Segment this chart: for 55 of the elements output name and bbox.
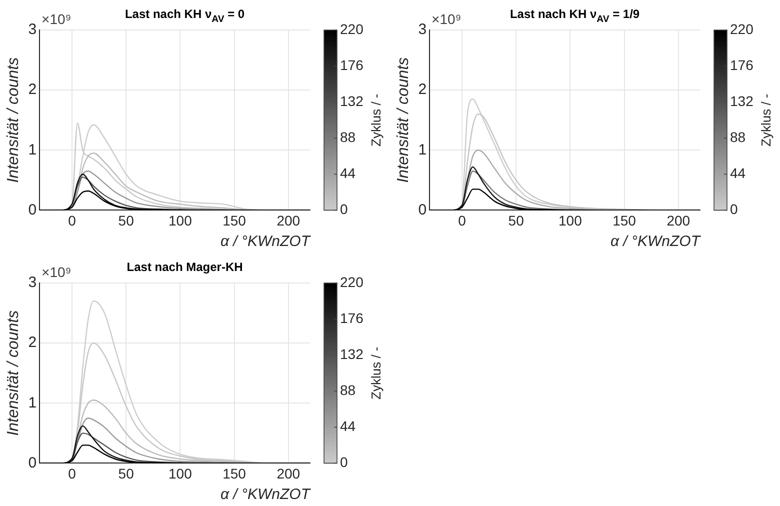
color-bar-label: 88	[340, 382, 356, 398]
color-bar-label: 220	[730, 20, 754, 37]
x-tick-label: 0	[68, 465, 76, 482]
text: ×10⁹	[42, 10, 72, 27]
color-bar-label: 132	[340, 92, 364, 109]
x-tick-label: 100	[558, 212, 582, 228]
y-tick-label: 2	[28, 334, 37, 352]
color-bar-label: 220	[340, 274, 364, 290]
x-tick-label: 200	[276, 465, 300, 482]
x-tick-label: 200	[666, 212, 690, 228]
chart-title: Last nach Mager-KH	[126, 260, 243, 274]
x-tick-label: 50	[118, 212, 134, 228]
x-tick-label: 0	[458, 212, 466, 228]
color-bar-label: 44	[730, 165, 746, 182]
color-bar-label: 0	[340, 201, 348, 218]
y-axis-title: Intensität / counts	[395, 57, 412, 183]
y-tick-label: 2	[418, 81, 427, 98]
x-tick-label: 150	[222, 212, 246, 228]
color-bar-label: 220	[340, 20, 364, 37]
x-tick-label: 100	[168, 212, 192, 228]
text: ×10⁹	[42, 264, 72, 280]
color-bar-label: 132	[340, 346, 364, 362]
x-tick-label: 200	[276, 212, 300, 228]
color-bar-label: 0	[730, 201, 738, 218]
y-axis-title: Intensität / counts	[5, 57, 22, 183]
text: ×10⁹	[432, 10, 462, 27]
color-bar-label: 176	[340, 56, 364, 73]
color-bar-label: 0	[340, 454, 348, 470]
x-tick-label: 150	[222, 465, 246, 482]
x-axis-title: α / °KWnZOT	[220, 486, 312, 504]
color-bar-label: 88	[340, 128, 356, 145]
x-tick-label: 0	[68, 212, 76, 228]
color-bar-label: 132	[730, 92, 754, 109]
color-bar-title: Zyklus / -	[368, 346, 384, 400]
color-bar-label: 44	[340, 418, 356, 434]
x-axis-title: α / °KWnZOT	[220, 233, 312, 250]
x-tick-label: 50	[508, 212, 524, 228]
x-tick-label: 150	[612, 212, 636, 228]
color-bar-label: 88	[730, 128, 746, 145]
y-tick-label: 1	[28, 141, 37, 158]
color-bar-title: Zyklus / -	[758, 94, 774, 146]
x-tick-label: 50	[118, 465, 134, 482]
y-tick-label: 1	[28, 394, 37, 412]
x-tick-label: 100	[168, 465, 192, 482]
y-tick-label: 3	[418, 21, 427, 38]
x-axis-title: α / °KWnZOT	[610, 233, 702, 250]
y-tick-label: 3	[28, 274, 37, 292]
y-tick-label: 3	[28, 21, 37, 38]
color-bar-label: 44	[340, 165, 356, 182]
y-axis-title: Intensität / counts	[5, 310, 22, 436]
color-bar-label: 176	[340, 310, 364, 326]
color-bar-title: Zyklus / -	[368, 94, 384, 146]
y-tick-label: 1	[418, 141, 427, 158]
color-bar-label: 176	[730, 56, 754, 73]
y-tick-label: 2	[28, 81, 37, 98]
